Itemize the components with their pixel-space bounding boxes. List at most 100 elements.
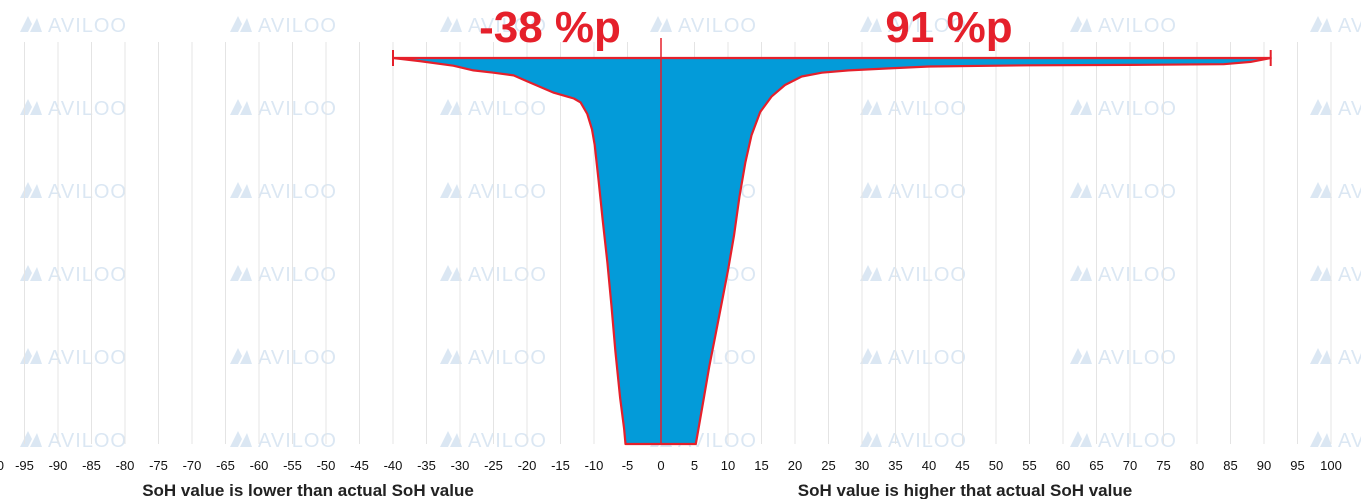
watermark-logo: AVILOO xyxy=(860,430,967,452)
x-tick-label: -5 xyxy=(622,458,634,473)
watermark-logo: AVILOO xyxy=(1310,98,1361,120)
x-tick-label: 20 xyxy=(788,458,802,473)
watermark-text: AVILOO xyxy=(1098,430,1177,452)
x-tick-label: -80 xyxy=(116,458,135,473)
watermark-logo: AVILOO xyxy=(20,98,127,120)
watermark-text: AVILOO xyxy=(1338,430,1361,452)
x-tick-label: -20 xyxy=(518,458,537,473)
watermark-text: AVILOO xyxy=(1338,181,1361,203)
x-tick-label: 25 xyxy=(821,458,835,473)
watermark-text: AVILOO xyxy=(48,181,127,203)
watermark-logo: AVILOO xyxy=(20,181,127,203)
watermark-text: AVILOO xyxy=(258,181,337,203)
watermark-logo: AVILOO xyxy=(230,264,337,286)
watermark-logo: AVILOO xyxy=(1310,430,1361,452)
x-tick-label: -25 xyxy=(484,458,503,473)
x-tick-label: -70 xyxy=(183,458,202,473)
watermark-logo: AVILOO xyxy=(230,347,337,369)
watermark-text: AVILOO xyxy=(468,98,547,120)
max-deviation-label: 91 %p xyxy=(885,3,1012,52)
x-tick-label: 100 xyxy=(1320,458,1342,473)
x-tick-label: -90 xyxy=(49,458,68,473)
x-tick-label: -60 xyxy=(250,458,269,473)
x-tick-label: 75 xyxy=(1156,458,1170,473)
x-tick-label: 35 xyxy=(888,458,902,473)
x-tick-label: 60 xyxy=(1056,458,1070,473)
watermark-logo: AVILOO xyxy=(1070,181,1177,203)
watermark-logo: AVILOO xyxy=(230,181,337,203)
watermark-logo: AVILOO xyxy=(230,15,337,37)
watermark-logo: AVILOO xyxy=(1310,347,1361,369)
x-tick-label: 85 xyxy=(1223,458,1237,473)
watermark-text: AVILOO xyxy=(888,264,967,286)
watermark-text: AVILOO xyxy=(468,430,547,452)
watermark-text: AVILOO xyxy=(888,430,967,452)
watermark-text: AVILOO xyxy=(468,264,547,286)
watermark-text: AVILOO xyxy=(1098,347,1177,369)
x-tick-label: 90 xyxy=(1257,458,1271,473)
watermark-text: AVILOO xyxy=(888,98,967,120)
watermark-logo: AVILOO xyxy=(1070,15,1177,37)
x-tick-label: 80 xyxy=(1190,458,1204,473)
watermark-logo: AVILOO xyxy=(860,181,966,203)
watermark-text: AVILOO xyxy=(258,430,337,452)
watermark-logo: AVILOO xyxy=(650,15,756,37)
watermark-text: AVILOO xyxy=(258,264,337,286)
watermark-text: AVILOO xyxy=(48,264,127,286)
x-tick-label: -55 xyxy=(283,458,302,473)
watermark-text: AVILOO xyxy=(48,15,127,37)
x-tick-label: -100 xyxy=(0,458,4,473)
x-tick-label: 95 xyxy=(1290,458,1304,473)
x-tick-label: -45 xyxy=(350,458,369,473)
watermark-logo: AVILOO xyxy=(1070,430,1177,452)
x-tick-label: -35 xyxy=(417,458,436,473)
watermark-text: AVILOO xyxy=(468,181,547,203)
watermark-text: AVILOO xyxy=(48,430,127,452)
watermark-text: AVILOO xyxy=(258,347,337,369)
x-tick-label: 45 xyxy=(955,458,969,473)
watermark-text: AVILOO xyxy=(1338,98,1361,120)
watermark-text: AVILOO xyxy=(1098,264,1177,286)
x-tick-label: 10 xyxy=(721,458,735,473)
caption-lower: SoH value is lower than actual SoH value xyxy=(142,481,474,499)
watermark-logo: AVILOO xyxy=(860,347,967,369)
watermark-logo: AVILOO xyxy=(1310,181,1361,203)
range-bar xyxy=(392,50,1272,66)
watermark-logo: AVILOO xyxy=(20,347,126,369)
caption-higher: SoH value is higher that actual SoH valu… xyxy=(798,481,1132,499)
x-tick-label: -15 xyxy=(551,458,570,473)
watermark-logo: AVILOO xyxy=(230,98,337,120)
watermark-text: AVILOO xyxy=(1338,347,1361,369)
x-tick-label: -40 xyxy=(384,458,403,473)
watermark-logo: AVILOO xyxy=(1070,98,1177,120)
x-tick-label: -85 xyxy=(82,458,101,473)
watermark-text: AVILOO xyxy=(1098,98,1177,120)
watermark-logo: AVILOO xyxy=(20,15,127,37)
watermark-text: AVILOO xyxy=(888,15,967,37)
watermark-text: AVILOO xyxy=(1098,15,1177,37)
watermark-logo: AVILOO xyxy=(860,15,967,37)
watermark-text: AVILOO xyxy=(258,98,337,120)
watermark-text: AVILOO xyxy=(1338,264,1361,286)
x-tick-label: -95 xyxy=(15,458,34,473)
x-tick-label: -75 xyxy=(149,458,168,473)
watermark-text: AVILOO xyxy=(1098,181,1177,203)
watermark-text: AVILOO xyxy=(258,15,337,37)
x-tick-label: 70 xyxy=(1123,458,1137,473)
x-tick-label: -50 xyxy=(317,458,336,473)
watermark-logo: AVILOO xyxy=(20,264,127,286)
x-tick-label: 30 xyxy=(855,458,869,473)
watermark-text: AVILOO xyxy=(888,347,967,369)
watermark-logo: AVILOO xyxy=(1310,15,1361,37)
watermark-logo: AVILOO xyxy=(440,15,546,37)
x-tick-label: 0 xyxy=(657,458,664,473)
watermark-logo: AVILOO xyxy=(1070,347,1177,369)
x-tick-label: 50 xyxy=(989,458,1003,473)
watermark-logo: AVILOO xyxy=(860,98,967,120)
x-tick-label: 5 xyxy=(691,458,698,473)
x-tick-label: 55 xyxy=(1022,458,1036,473)
watermark-logo: AVILOO xyxy=(1310,264,1361,286)
watermark-text: AVILOO xyxy=(1338,15,1361,37)
watermark-text: AVILOO xyxy=(48,98,127,120)
